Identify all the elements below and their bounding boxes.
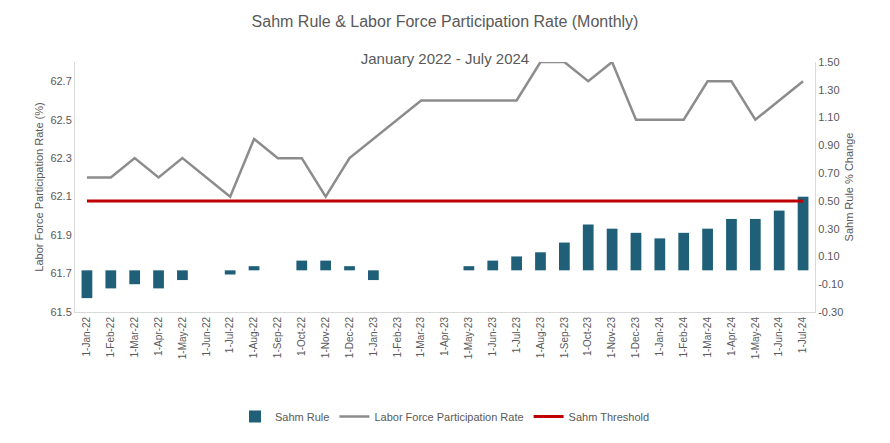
svg-text:1-Aug-23: 1-Aug-23 [535, 317, 546, 359]
svg-text:61.9: 61.9 [50, 229, 71, 241]
svg-text:0.70: 0.70 [818, 167, 839, 179]
svg-text:1-Dec-23: 1-Dec-23 [630, 317, 641, 359]
svg-text:1-Feb-23: 1-Feb-23 [392, 317, 403, 358]
svg-text:-0.10: -0.10 [818, 278, 843, 290]
svg-text:1-Mar-23: 1-Mar-23 [415, 317, 426, 358]
svg-text:1-Sep-23: 1-Sep-23 [559, 317, 570, 359]
svg-text:1-Oct-23: 1-Oct-23 [582, 317, 593, 356]
svg-text:1-Jan-24: 1-Jan-24 [654, 317, 665, 357]
svg-text:Labor Force Participation Rate: Labor Force Participation Rate [374, 411, 523, 423]
svg-text:1-Apr-24: 1-Apr-24 [726, 317, 737, 356]
svg-text:Sahm Rule: Sahm Rule [275, 411, 329, 423]
svg-text:1-Mar-24: 1-Mar-24 [702, 317, 713, 358]
svg-text:1-May-22: 1-May-22 [177, 317, 188, 360]
svg-text:61.5: 61.5 [50, 306, 71, 318]
svg-text:1-Dec-22: 1-Dec-22 [344, 317, 355, 359]
svg-text:1-Sep-22: 1-Sep-22 [272, 317, 283, 359]
svg-text:1-Apr-23: 1-Apr-23 [439, 317, 450, 356]
svg-text:Labor Force Participation Rate: Labor Force Participation Rate (%) [33, 102, 45, 271]
svg-text:1-Mar-22: 1-Mar-22 [129, 317, 140, 358]
svg-text:1-Feb-22: 1-Feb-22 [105, 317, 116, 358]
svg-text:-0.30: -0.30 [818, 306, 843, 318]
svg-text:61.7: 61.7 [50, 267, 71, 279]
svg-text:1-Aug-22: 1-Aug-22 [248, 317, 259, 359]
svg-text:0.90: 0.90 [818, 139, 839, 151]
svg-text:0.50: 0.50 [818, 195, 839, 207]
svg-text:62.3: 62.3 [50, 152, 71, 164]
svg-text:1-Oct-22: 1-Oct-22 [296, 317, 307, 356]
svg-text:1.30: 1.30 [818, 84, 839, 96]
svg-text:1-Jul-24: 1-Jul-24 [797, 317, 808, 354]
svg-text:Sahm Rule & Labor Force Partic: Sahm Rule & Labor Force Participation Ra… [252, 13, 639, 30]
svg-text:1-Nov-22: 1-Nov-22 [320, 317, 331, 359]
svg-text:0.30: 0.30 [818, 223, 839, 235]
svg-text:1-Jun-24: 1-Jun-24 [773, 317, 784, 357]
svg-text:January 2022 - July 2024: January 2022 - July 2024 [361, 50, 529, 67]
svg-text:62.1: 62.1 [50, 190, 71, 202]
svg-text:Sahm Threshold: Sahm Threshold [569, 411, 650, 423]
svg-text:1-Apr-22: 1-Apr-22 [153, 317, 164, 356]
svg-text:1-Jan-22: 1-Jan-22 [81, 317, 92, 357]
svg-text:1-Nov-23: 1-Nov-23 [606, 317, 617, 359]
svg-text:1-Jul-22: 1-Jul-22 [224, 317, 235, 354]
svg-text:1-Jun-22: 1-Jun-22 [201, 317, 212, 357]
svg-text:1-May-24: 1-May-24 [750, 317, 761, 360]
svg-text:0.10: 0.10 [818, 250, 839, 262]
svg-text:1-Feb-24: 1-Feb-24 [678, 317, 689, 358]
svg-text:Sahm Rule % Change: Sahm Rule % Change [843, 133, 855, 242]
svg-text:1.10: 1.10 [818, 111, 839, 123]
svg-text:1-Jul-23: 1-Jul-23 [511, 317, 522, 354]
svg-text:62.5: 62.5 [50, 114, 71, 126]
svg-text:62.7: 62.7 [50, 75, 71, 87]
svg-text:1-Jun-23: 1-Jun-23 [487, 317, 498, 357]
svg-text:1-Jan-23: 1-Jan-23 [368, 317, 379, 357]
svg-text:1-May-23: 1-May-23 [463, 317, 474, 360]
svg-text:1.50: 1.50 [818, 56, 839, 68]
